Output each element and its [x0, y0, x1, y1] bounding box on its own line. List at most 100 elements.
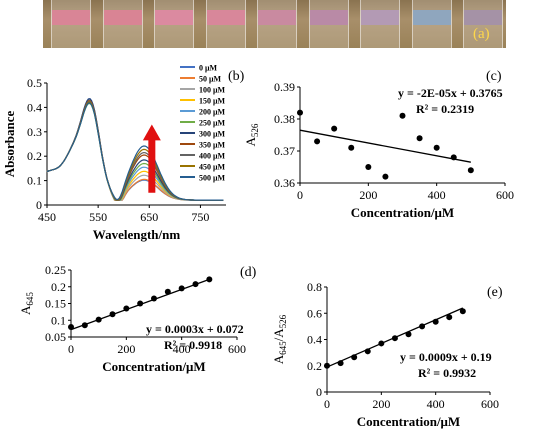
vial	[154, 0, 194, 48]
vial-liquid	[361, 10, 399, 25]
y-tick-label: 0.38	[274, 112, 295, 126]
data-point	[459, 308, 466, 315]
spectrum-line	[46, 102, 224, 201]
panel-label-a: (a)	[473, 26, 490, 42]
y-tick-label: 0	[316, 385, 322, 399]
panel-label-c: (c)	[486, 69, 502, 84]
legend-label: 200 μM	[199, 108, 226, 117]
y-tick-label: 0.36	[274, 176, 295, 190]
x-tick-label: 200	[372, 397, 390, 411]
vial-liquid	[464, 10, 502, 25]
data-point	[419, 323, 426, 330]
x-tick-label: 400	[428, 188, 446, 202]
data-point	[137, 300, 144, 307]
data-point	[164, 288, 171, 295]
y-tick-label: 0.05	[45, 330, 66, 344]
x-tick-label: 200	[117, 342, 135, 356]
legend-label: 450 μM	[199, 163, 226, 172]
legend-label: 50 μM	[199, 75, 222, 84]
y-axis-title: A645/A526	[271, 314, 288, 364]
y-tick-label: 0	[36, 198, 42, 212]
trendline	[299, 129, 471, 163]
data-point	[123, 305, 130, 312]
spectrum-line	[46, 99, 224, 201]
y-tick-label: 0.4	[307, 333, 322, 347]
data-point	[467, 167, 474, 174]
spectrum-line	[46, 102, 224, 201]
x-tick-label: 0	[68, 342, 74, 356]
x-axis-title: Concentration/μM	[351, 205, 454, 220]
y-axis-title: A526	[243, 123, 260, 146]
r2-label: R² = 0.9932	[418, 366, 476, 380]
red-arrow-head	[142, 124, 161, 141]
data-point	[68, 323, 74, 330]
spectrum-line	[46, 100, 224, 201]
data-point	[337, 360, 344, 367]
y-tick-label: 0.39	[274, 80, 295, 94]
data-point	[178, 285, 185, 292]
vial	[257, 0, 297, 48]
y-tick-label: 0.1	[27, 174, 42, 188]
data-point	[192, 281, 199, 288]
vial-liquid	[155, 10, 193, 25]
y-tick-label: 0.15	[45, 297, 66, 311]
y-axis-title-sub2: 526	[278, 314, 288, 328]
data-point	[151, 295, 157, 302]
y-tick-label: 0.4	[27, 100, 42, 114]
spectrum-line	[46, 100, 224, 201]
y-tick-label: 0.2	[307, 359, 322, 373]
spectrum-line	[46, 99, 224, 201]
vial-liquid	[258, 10, 296, 25]
x-tick-label: 450	[38, 210, 56, 224]
vials-photo: (a)	[43, 0, 506, 48]
y-axis-title-sub: 526	[250, 123, 260, 137]
legend-label: 500 μM	[199, 174, 226, 183]
equation-label: y = 0.0003x + 0.072	[146, 322, 244, 336]
spectrum-line	[46, 100, 224, 201]
vial-liquid	[52, 10, 90, 25]
data-point	[391, 335, 398, 342]
vial	[463, 0, 503, 48]
data-point	[446, 314, 453, 321]
data-point	[416, 135, 423, 142]
x-tick-label: 200	[359, 188, 377, 202]
panel-label-e: (e)	[487, 285, 503, 300]
vial	[360, 0, 400, 48]
y-axis-title-main2: /A	[271, 328, 286, 342]
y-axis-title-main: A	[243, 136, 258, 146]
y-tick-label: 0.2	[27, 149, 42, 163]
x-tick-label: 0	[324, 397, 330, 411]
equation-label: y = -2E-05x + 0.3765	[398, 86, 503, 100]
spectrum-line	[46, 98, 224, 201]
data-point	[331, 125, 338, 132]
data-point	[206, 276, 213, 283]
data-point	[297, 109, 303, 116]
chart-panel-e: 0 0.2 0.4 0.6 0.8 0 200 400 600 Concentration/μM A…	[271, 280, 503, 429]
legend-label: 250 μM	[199, 119, 226, 128]
x-tick-label: 750	[191, 210, 209, 224]
y-axis-title-sub: 645	[278, 341, 288, 355]
spectrum-line	[46, 102, 224, 201]
vial-liquid	[309, 10, 348, 25]
data-point	[405, 331, 412, 338]
x-tick-label: 400	[427, 397, 445, 411]
data-point	[81, 322, 88, 329]
vial-liquid	[206, 10, 245, 25]
y-tick-label: 0.25	[45, 263, 66, 277]
legend-label: 300 μM	[199, 130, 226, 139]
spectrum-line	[46, 101, 224, 201]
data-point	[382, 173, 389, 180]
data-point	[324, 362, 330, 369]
x-tick-label: 0	[297, 188, 303, 202]
data-point	[314, 138, 321, 145]
vial	[411, 0, 452, 48]
x-axis-title: Wavelength/nm	[93, 227, 181, 242]
y-tick-label: 0.2	[51, 280, 66, 294]
panel-label-d: (d)	[240, 265, 257, 280]
y-axis-title-main: A	[18, 305, 33, 315]
vial	[205, 0, 246, 48]
data-point	[378, 340, 385, 347]
x-tick-label: 650	[140, 210, 158, 224]
data-point	[348, 144, 355, 151]
